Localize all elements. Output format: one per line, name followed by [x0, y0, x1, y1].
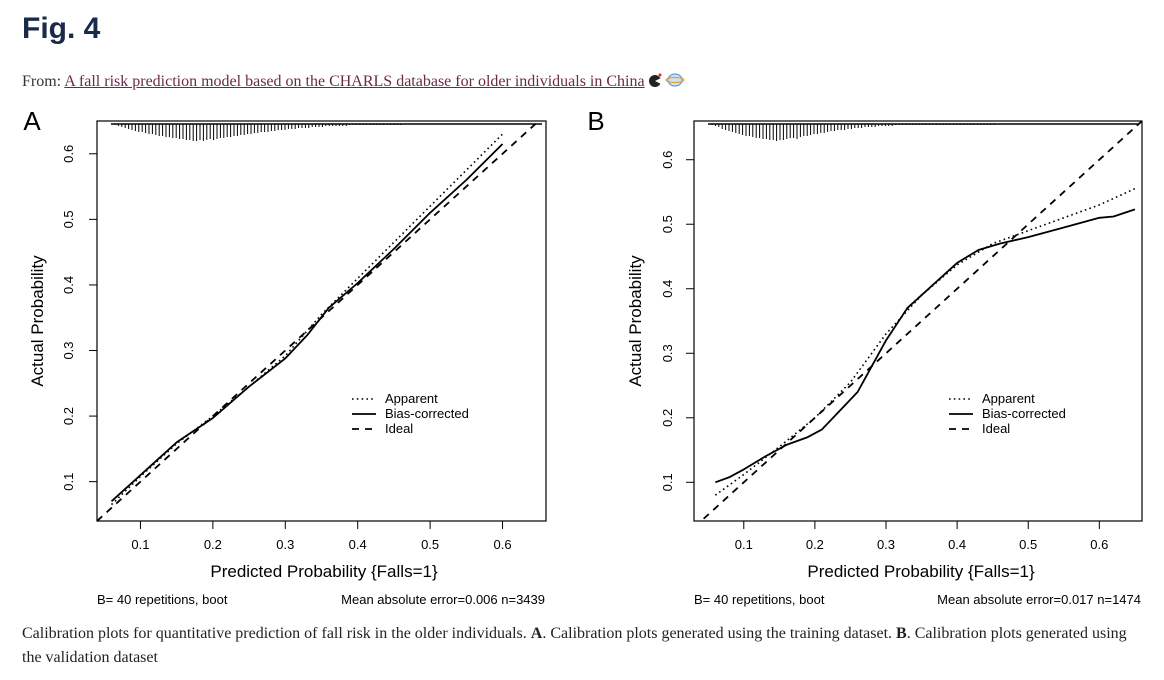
- caption-label-b: B: [896, 625, 907, 642]
- footer-repetitions: B= 40 repetitions, boot: [694, 592, 825, 607]
- y-tick-label: 0.2: [660, 409, 675, 427]
- caption-text-2: . Calibration plots generated using the …: [542, 625, 893, 642]
- y-axis-label: Actual Probability: [626, 255, 645, 387]
- distribution-rug: [111, 123, 542, 141]
- legend-label: Bias-corrected: [982, 406, 1066, 421]
- x-tick-label: 0.6: [494, 537, 512, 552]
- x-tick-label: 0.4: [349, 537, 367, 552]
- legend-label: Ideal: [982, 421, 1010, 436]
- x-tick-label: 0.4: [948, 537, 966, 552]
- distribution-rug: [708, 123, 1138, 141]
- panel-label: A: [23, 106, 41, 136]
- footer-error: Mean absolute error=0.006 n=3439: [341, 592, 545, 607]
- y-tick-label: 0.4: [61, 276, 76, 294]
- panel-b: B 0.1 0.2 0.3 0.4 0.5 0.6 0.1 0.2 0.3 0.4 0.5 0.6 Act…: [587, 106, 1143, 607]
- caption-text-1: Calibration plots for quantitative predi…: [22, 625, 527, 642]
- caption-label-a: A: [530, 625, 543, 642]
- article-link[interactable]: A fall risk prediction model based on th…: [64, 73, 645, 91]
- x-tick-label: 0.1: [735, 537, 753, 552]
- y-tick-label: 0.3: [660, 344, 675, 362]
- series-line-ideal: [699, 121, 1142, 521]
- x-tick-label: 0.2: [204, 537, 222, 552]
- plot-frame: [693, 120, 1143, 522]
- x-axis-label: Predicted Probability {Falls=1}: [807, 562, 1035, 581]
- y-tick-label: 0.5: [660, 215, 675, 233]
- x-tick-label: 0.6: [1090, 537, 1108, 552]
- x-axis-label: Predicted Probability {Falls=1}: [210, 562, 438, 581]
- legend-label: Apparent: [385, 391, 438, 406]
- series-line-bias-corrected: [110, 143, 504, 502]
- figure-caption: Calibration plots for quantitative predi…: [22, 622, 1147, 670]
- panel-a: A 0.1 0.2 0.3 0.4 0.5 0.6 0.1 0.2 0.3 0.4 0.5 0.6 Act…: [23, 106, 547, 607]
- plot-frame: [96, 120, 547, 522]
- series-group: [97, 121, 541, 521]
- from-label: From:: [22, 73, 62, 91]
- y-tick-label: 0.4: [660, 280, 675, 298]
- y-axis-label: Actual Probability: [28, 255, 47, 387]
- series-line-ideal: [97, 121, 541, 521]
- y-tick-label: 0.3: [61, 341, 76, 359]
- y-tick-label: 0.1: [61, 473, 76, 491]
- x-tick-label: 0.3: [276, 537, 294, 552]
- source-line: From: A fall risk prediction model based…: [22, 71, 685, 94]
- y-tick-label: 0.1: [660, 473, 675, 491]
- footer-repetitions: B= 40 repetitions, boot: [97, 592, 228, 607]
- x-tick-label: 0.5: [421, 537, 439, 552]
- figure-title: Fig. 4: [22, 12, 101, 45]
- x-tick-label: 0.3: [877, 537, 895, 552]
- series-line-bias-corrected: [714, 208, 1136, 484]
- altmetric-badge-icon[interactable]: [647, 71, 685, 94]
- legend-label: Bias-corrected: [385, 406, 469, 421]
- y-tick-label: 0.6: [660, 151, 675, 169]
- caption-text-3: . Calibration plots generated using the …: [22, 625, 1127, 666]
- y-tick-label: 0.6: [61, 145, 76, 163]
- legend-label: Apparent: [982, 391, 1035, 406]
- series-group: [699, 121, 1142, 521]
- x-tick-label: 0.1: [131, 537, 149, 552]
- y-tick-label: 0.5: [61, 210, 76, 228]
- x-tick-label: 0.2: [806, 537, 824, 552]
- footer-error: Mean absolute error=0.017 n=1474: [937, 592, 1141, 607]
- x-tick-label: 0.5: [1019, 537, 1037, 552]
- panel-label: B: [587, 106, 604, 136]
- legend-label: Ideal: [385, 421, 413, 436]
- y-tick-label: 0.2: [61, 407, 76, 425]
- calibration-charts: A 0.1 0.2 0.3 0.4 0.5 0.6 0.1 0.2 0.3 0.4 0.5 0.6 Act…: [23, 106, 1143, 607]
